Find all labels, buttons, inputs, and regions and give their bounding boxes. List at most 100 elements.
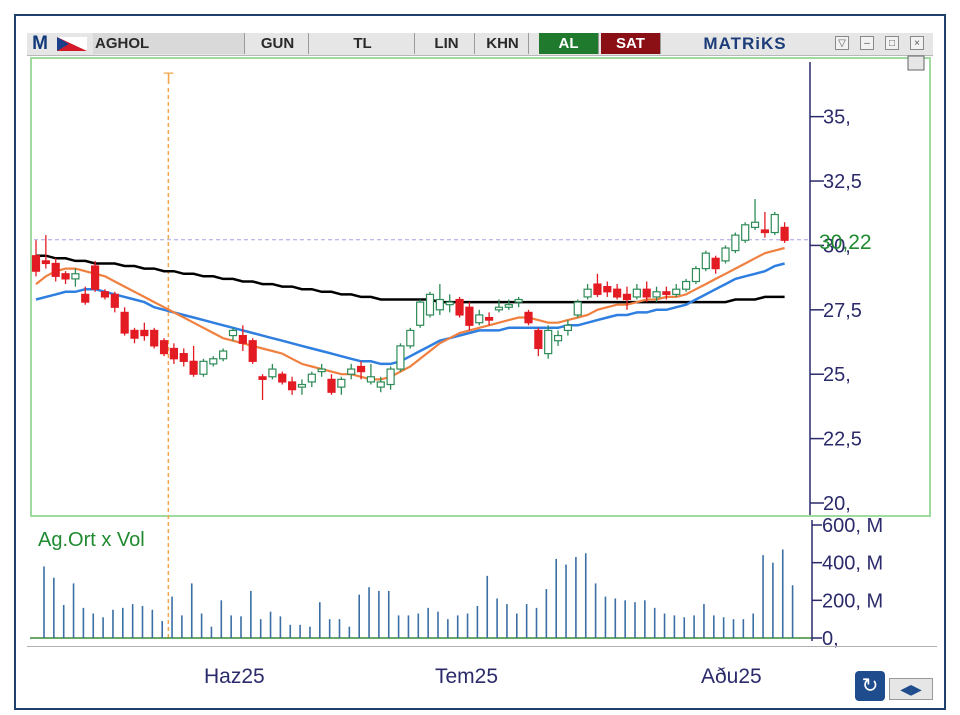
ma-short-line <box>35 246 785 381</box>
candle-body <box>760 229 770 234</box>
candle-body <box>642 288 651 298</box>
candle-body <box>228 329 238 337</box>
candle-body <box>278 373 287 383</box>
candle-body <box>110 293 119 308</box>
candle-body <box>741 224 750 241</box>
candle-body <box>563 324 573 332</box>
ma-long-line <box>36 254 785 304</box>
volume-y-tick-label: 200, M <box>822 590 883 612</box>
x-axis: Haz25 Tem25 Aðu25 <box>27 646 937 707</box>
candle-body <box>90 265 100 290</box>
candle-body <box>337 378 346 388</box>
candle-body <box>71 273 80 280</box>
scale-button[interactable]: LIN <box>419 33 475 54</box>
currency-button[interactable]: TL <box>311 33 415 54</box>
flag-icon <box>57 37 87 51</box>
candle-body <box>770 213 779 234</box>
candle-body <box>416 301 425 326</box>
symbol-selector[interactable]: AGHOL <box>93 33 245 54</box>
candle-body <box>662 291 671 295</box>
price-y-tick-label: 25, <box>823 364 851 386</box>
candle-body <box>159 340 169 355</box>
candle-body <box>130 329 139 339</box>
candle-body <box>41 260 50 265</box>
matriks-logo-letter: M <box>32 33 48 54</box>
candle-body <box>672 288 681 295</box>
volume-y-tick-label: 400, M <box>822 553 883 575</box>
sell-button[interactable]: SAT <box>601 33 661 54</box>
price-y-tick-label: 27,5 <box>823 300 862 322</box>
candle-body <box>701 252 710 270</box>
volume-y-tick-label: 0, <box>822 628 839 650</box>
candle-body <box>297 383 307 388</box>
candle-body <box>307 373 316 383</box>
candle-body <box>681 280 691 290</box>
price-y-tick-label: 35, <box>823 107 851 129</box>
price-y-tick-label: 20, <box>823 493 851 515</box>
brand-label: MATRiKS <box>703 34 787 53</box>
candle-body <box>150 329 159 347</box>
candle-body <box>583 288 592 298</box>
candle-body <box>219 350 228 360</box>
x-tick-label-jul: Tem25 <box>435 665 499 688</box>
candle-body <box>603 286 612 293</box>
candle-body <box>288 381 297 391</box>
candle-body <box>632 288 641 298</box>
candle-body <box>199 360 208 375</box>
candle-body <box>544 329 553 355</box>
price-panel-border <box>30 57 931 517</box>
candle-body <box>435 298 444 311</box>
candle-body <box>61 273 70 280</box>
candle-body <box>396 345 405 370</box>
candle-body <box>120 311 129 334</box>
price-y-tick-label: 22,5 <box>823 429 862 451</box>
candle-body <box>475 314 484 324</box>
candle-body <box>31 255 41 272</box>
candle-body <box>169 347 178 360</box>
candle-body <box>465 306 474 326</box>
chart-toolbar: M AGHOL GUN TL LIN KHN AL SAT MATRiKS ▽ … <box>27 33 933 56</box>
candle-body <box>258 376 267 380</box>
candle-body <box>711 257 720 270</box>
price-y-tick-label: 32,5 <box>823 171 862 193</box>
close-icon[interactable]: × <box>910 36 924 50</box>
candle-body <box>485 316 494 321</box>
candle-body <box>494 306 504 311</box>
candle-body <box>179 353 188 362</box>
x-tick-label-jun: Haz25 <box>204 665 265 688</box>
candle-body <box>376 381 385 388</box>
volume-y-tick-label: 600, M <box>822 515 883 537</box>
candle-body <box>317 368 326 373</box>
candle-body <box>406 329 415 347</box>
candle-body <box>445 301 454 306</box>
symbol-logo-icon <box>55 33 89 54</box>
candle-body <box>81 293 90 303</box>
buy-button[interactable]: AL <box>539 33 599 54</box>
chart-window-frame <box>14 14 946 710</box>
candle-body <box>593 283 602 295</box>
candle-body <box>652 291 661 298</box>
candle-body <box>140 329 149 337</box>
candle-body <box>534 329 543 350</box>
candle-body <box>613 288 622 298</box>
candle-body <box>51 262 60 277</box>
panel-menu-icon <box>907 55 925 71</box>
sync-icon[interactable]: ↻ <box>855 671 885 701</box>
minimize-icon[interactable]: – <box>860 36 874 50</box>
price-y-tick-label: 30, <box>823 235 851 257</box>
maximize-icon[interactable]: □ <box>885 36 899 50</box>
period-button[interactable]: GUN <box>247 33 309 54</box>
candle-body <box>553 334 563 342</box>
dropdown-icon[interactable]: ▽ <box>835 36 849 50</box>
marker-label: T <box>163 69 173 88</box>
candle-body <box>209 358 218 365</box>
candle-body <box>524 311 533 324</box>
candle-body <box>189 360 198 375</box>
candle-body <box>356 365 366 373</box>
candle-body <box>366 376 375 383</box>
candle-body <box>425 293 435 316</box>
candle-body <box>238 334 247 344</box>
khn-button[interactable]: KHN <box>477 33 529 54</box>
candle-body <box>455 298 464 316</box>
scroll-arrows-icon[interactable]: ◀▶ <box>889 678 933 700</box>
